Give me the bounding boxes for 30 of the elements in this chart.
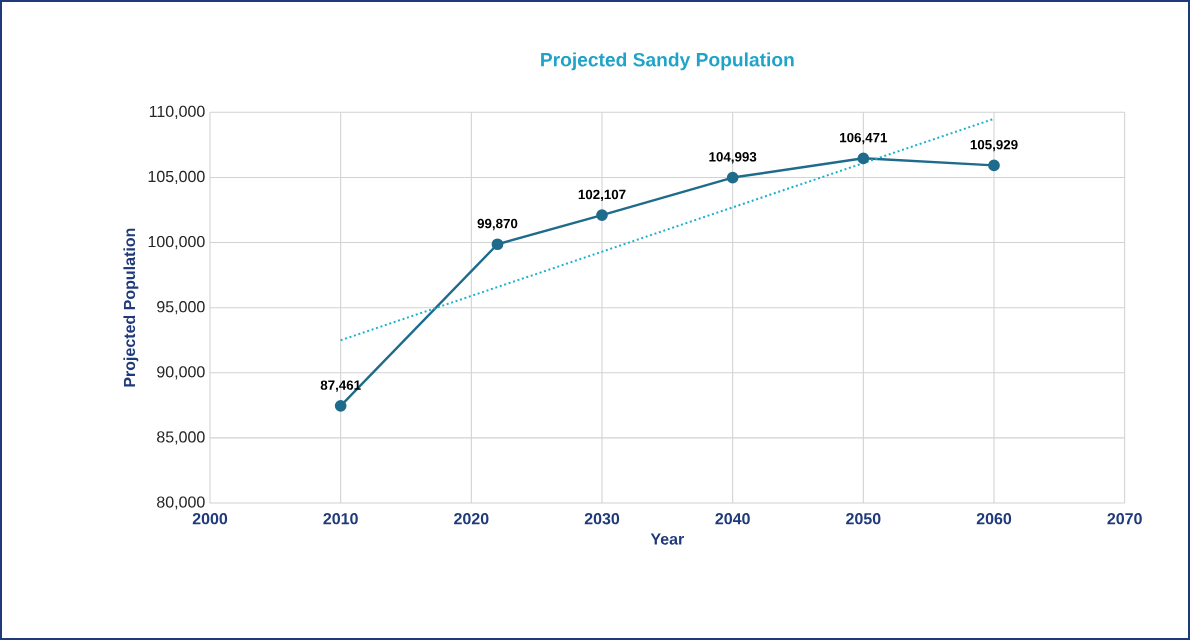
point [988,159,1000,172]
x-tick-label: 2060 [976,513,1012,525]
data-label: 102,107 [578,189,626,202]
y-tick-label: 110,000 [149,105,205,119]
x-tick-label: 2000 [192,513,228,525]
y-tick-label: 80,000 [157,496,205,510]
point [491,238,504,251]
x-tick-label: 2010 [323,513,358,525]
data-label: 104,993 [709,152,757,164]
data-label: 99,870 [477,218,518,231]
data-label: 106,471 [840,132,888,145]
y-tick-label: 95,000 [157,301,205,315]
point [726,171,739,184]
point [857,152,870,165]
x-tick-label: 2040 [715,513,750,525]
x-tick-label: 2050 [846,513,881,525]
data-label: 105,929 [970,139,1018,152]
y-tick-label: 90,000 [157,366,205,380]
x-axis-title: Year [650,533,684,545]
x-tick-label: 2070 [1107,513,1142,525]
point [596,209,608,221]
y-tick-label: 105,000 [148,170,205,185]
point [334,399,347,412]
x-tick-label: 2030 [584,513,620,525]
y-axis-title: Projected Population [123,228,139,387]
x-tick-label: 2020 [454,513,489,525]
y-tick-label: 100,000 [148,235,205,250]
data-label: 87,461 [320,380,361,392]
y-tick-label: 85,000 [157,431,205,445]
chart-title: Projected Sandy Population [541,52,794,71]
